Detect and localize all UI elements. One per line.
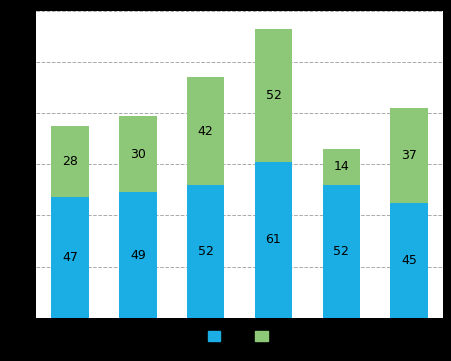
Text: 52: 52 bbox=[332, 245, 349, 258]
Bar bbox=[254, 162, 291, 318]
Bar bbox=[390, 108, 427, 203]
Text: 42: 42 bbox=[198, 125, 213, 138]
Text: 49: 49 bbox=[130, 248, 145, 261]
Text: 47: 47 bbox=[62, 251, 78, 264]
Bar bbox=[322, 185, 359, 318]
Bar bbox=[322, 149, 359, 185]
Text: 30: 30 bbox=[129, 148, 146, 161]
Legend: , : , bbox=[202, 325, 276, 348]
Text: 45: 45 bbox=[400, 254, 416, 267]
Bar bbox=[51, 197, 88, 318]
Text: 52: 52 bbox=[265, 89, 281, 102]
Bar bbox=[390, 203, 427, 318]
Bar bbox=[119, 192, 156, 318]
Bar bbox=[119, 116, 156, 192]
Text: 14: 14 bbox=[333, 160, 348, 173]
Text: 61: 61 bbox=[265, 233, 281, 246]
Text: 28: 28 bbox=[62, 155, 78, 168]
Bar bbox=[51, 126, 88, 197]
Text: 52: 52 bbox=[197, 245, 213, 258]
Text: 37: 37 bbox=[400, 149, 416, 162]
Bar bbox=[187, 185, 224, 318]
Bar bbox=[187, 77, 224, 185]
Bar bbox=[254, 29, 291, 162]
